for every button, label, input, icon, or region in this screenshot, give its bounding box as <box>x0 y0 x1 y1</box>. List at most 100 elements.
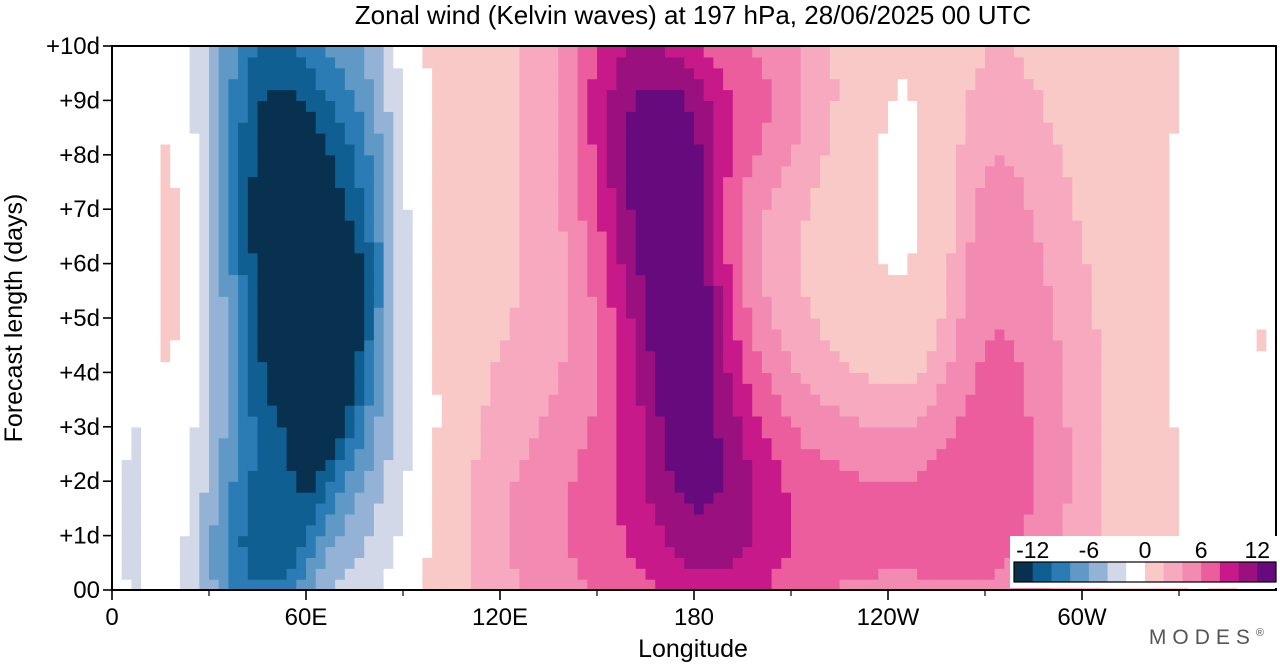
heatmap-cell <box>781 274 792 286</box>
heatmap-cell <box>1149 285 1161 297</box>
heatmap-cell <box>897 209 908 221</box>
heatmap-cell <box>1043 415 1054 428</box>
heatmap-cell <box>791 252 802 265</box>
heatmap-cell <box>1101 426 1112 439</box>
heatmap-cell <box>538 133 550 145</box>
heatmap-cell <box>432 220 443 232</box>
heatmap-cell <box>917 339 928 352</box>
heatmap-cell <box>1004 176 1015 189</box>
heatmap-cell <box>383 209 394 221</box>
heatmap-cell <box>461 230 472 243</box>
heatmap-cell <box>810 459 821 471</box>
heatmap-cell <box>306 328 317 341</box>
heatmap-cell <box>820 285 831 297</box>
heatmap-cell <box>276 492 288 504</box>
heatmap-cell <box>141 568 152 580</box>
heatmap-cell <box>626 481 637 493</box>
heatmap-cell <box>209 448 220 461</box>
heatmap-cell <box>975 383 986 395</box>
heatmap-cell <box>1062 274 1073 286</box>
heatmap-cell <box>490 230 501 243</box>
heatmap-cell <box>383 502 394 515</box>
heatmap-cell <box>393 535 404 548</box>
heatmap-cell <box>878 198 889 210</box>
heatmap-cell <box>635 263 647 276</box>
heatmap-cell <box>1169 339 1180 352</box>
heatmap-cell <box>1043 492 1054 504</box>
heatmap-cell <box>810 437 821 450</box>
heatmap-cell <box>1227 165 1238 178</box>
heatmap-cell <box>257 426 268 439</box>
heatmap-cell <box>791 481 802 493</box>
heatmap-cell <box>170 274 181 286</box>
heatmap-cell <box>247 394 259 406</box>
heatmap-cell <box>587 437 598 450</box>
heatmap-cell <box>422 165 433 178</box>
heatmap-cell <box>985 437 996 450</box>
heatmap-cell <box>131 470 142 482</box>
heatmap-cell <box>626 154 637 167</box>
heatmap-cell <box>606 557 617 569</box>
heatmap-cell <box>519 154 530 167</box>
heatmap-cell <box>238 513 249 526</box>
heatmap-cell <box>500 502 511 515</box>
heatmap-cell <box>1052 263 1064 276</box>
heatmap-cell <box>209 187 220 199</box>
heatmap-cell <box>829 187 841 199</box>
heatmap-cell <box>917 579 928 591</box>
heatmap-cell <box>480 220 491 232</box>
heatmap-cell <box>1159 307 1170 319</box>
heatmap-cell <box>296 405 307 417</box>
heatmap-cell <box>150 470 162 482</box>
heatmap-cell <box>626 568 637 580</box>
heatmap-cell <box>985 492 996 504</box>
heatmap-cell <box>791 557 802 569</box>
heatmap-cell <box>597 513 608 526</box>
heatmap-cell <box>383 176 394 189</box>
heatmap-cell <box>985 481 996 493</box>
heatmap-cell <box>1237 415 1248 428</box>
heatmap-cell <box>1237 285 1248 297</box>
heatmap-cell <box>1266 492 1277 504</box>
heatmap-cell <box>170 568 181 580</box>
heatmap-cell <box>606 176 617 189</box>
heatmap-cell <box>1062 154 1073 167</box>
heatmap-cell <box>761 405 773 417</box>
heatmap-cell <box>335 383 346 395</box>
heatmap-cell <box>1004 513 1015 526</box>
heatmap-cell <box>791 405 802 417</box>
heatmap-cell <box>189 133 200 145</box>
heatmap-cell <box>315 405 326 417</box>
heatmap-cell <box>1149 524 1161 537</box>
heatmap-cell <box>480 568 491 580</box>
heatmap-cell <box>383 426 394 439</box>
heatmap-cell <box>296 198 307 210</box>
heatmap-cell <box>1246 263 1258 276</box>
heatmap-cell <box>306 579 317 591</box>
heatmap-cell <box>839 524 850 537</box>
heatmap-cell <box>1149 481 1161 493</box>
heatmap-cell <box>742 220 753 232</box>
heatmap-cell <box>1237 459 1248 471</box>
heatmap-cell <box>344 350 356 363</box>
heatmap-cell <box>199 459 210 471</box>
heatmap-cell <box>626 405 637 417</box>
heatmap-cell <box>509 318 520 330</box>
heatmap-cell <box>791 165 802 178</box>
heatmap-cell <box>985 513 996 526</box>
heatmap-cell <box>238 143 249 156</box>
heatmap-cell <box>985 524 996 537</box>
heatmap-cell <box>1179 241 1190 254</box>
heatmap-cell <box>238 546 249 558</box>
heatmap-cell <box>703 361 714 373</box>
heatmap-cell <box>509 394 520 406</box>
heatmap-cell <box>849 372 860 384</box>
heatmap-cell <box>626 372 637 384</box>
heatmap-cell <box>1120 230 1132 243</box>
heatmap-cell <box>926 328 938 341</box>
heatmap-cell <box>160 481 171 493</box>
heatmap-cell <box>500 535 511 548</box>
heatmap-cell <box>723 209 734 221</box>
heatmap-cell <box>897 361 908 373</box>
heatmap-cell <box>325 176 336 189</box>
